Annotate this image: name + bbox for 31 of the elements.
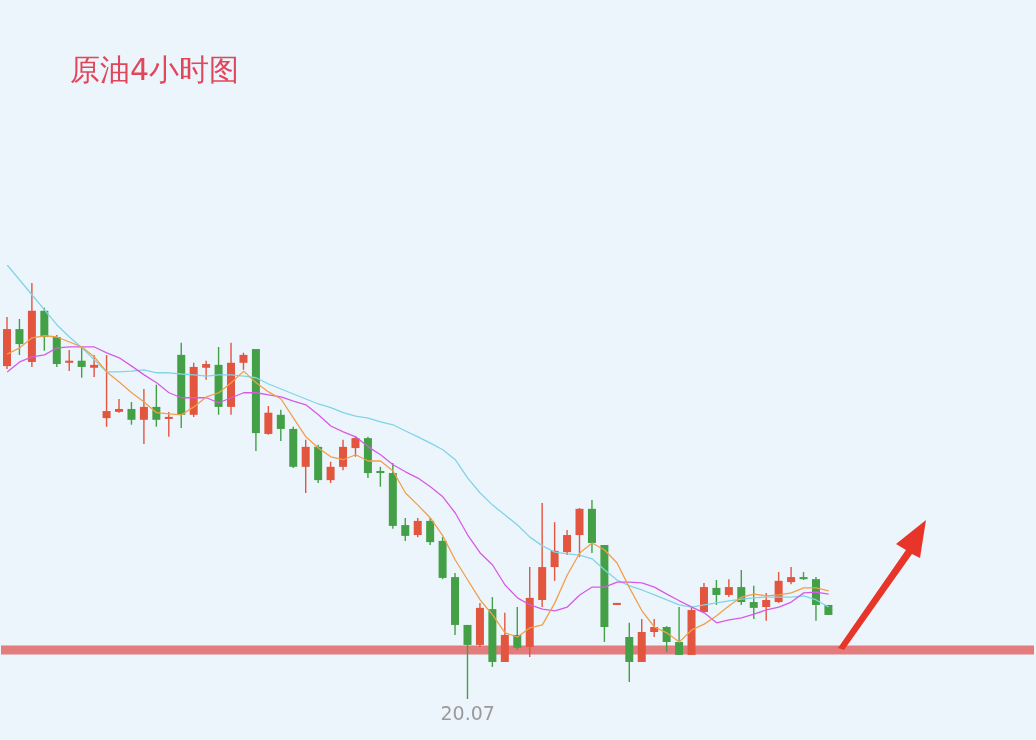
candlestick	[662, 625, 671, 653]
candlestick	[749, 585, 758, 620]
candlestick	[463, 624, 472, 699]
candlestick	[426, 517, 435, 546]
candlestick	[339, 439, 348, 471]
candlestick	[202, 360, 211, 381]
candlestick	[401, 517, 410, 542]
candlestick	[90, 354, 99, 378]
candlestick	[376, 466, 385, 488]
candlestick	[762, 592, 771, 622]
candlestick	[675, 606, 684, 656]
candlestick	[513, 606, 522, 651]
candlestick	[15, 318, 24, 356]
candlestick	[301, 439, 310, 494]
candlestick	[164, 411, 173, 438]
candlestick	[276, 409, 285, 442]
candlestick	[563, 529, 572, 556]
candlestick	[264, 405, 273, 436]
candlestick	[127, 401, 136, 426]
candlestick	[139, 388, 148, 445]
candlestick	[712, 579, 721, 606]
candlestick	[65, 349, 74, 372]
candlestick	[77, 347, 86, 379]
candlestick	[413, 517, 422, 538]
chart-title: 原油4小时图	[70, 51, 240, 89]
candlestick	[102, 354, 111, 428]
candlestick	[550, 521, 559, 582]
candlestick	[326, 461, 335, 484]
x-tick-label: 20.07	[440, 702, 495, 725]
candlestick	[787, 566, 796, 585]
candlestick	[115, 398, 124, 414]
